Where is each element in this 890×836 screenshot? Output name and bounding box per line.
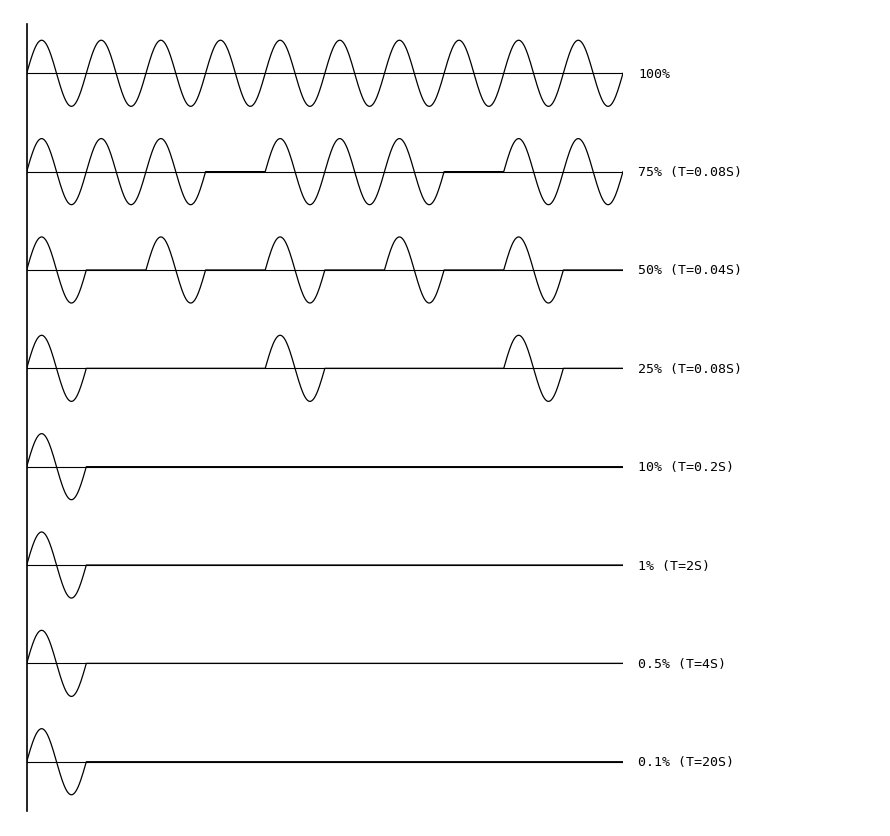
Text: 100%: 100% (638, 68, 670, 81)
Text: 50% (T=0.04S): 50% (T=0.04S) (638, 264, 742, 278)
Text: 75% (T=0.08S): 75% (T=0.08S) (638, 166, 742, 179)
Text: 1% (T=2S): 1% (T=2S) (638, 558, 710, 572)
Text: 10% (T=0.2S): 10% (T=0.2S) (638, 461, 734, 474)
Text: 25% (T=0.08S): 25% (T=0.08S) (638, 362, 742, 375)
Text: 0.5% (T=4S): 0.5% (T=4S) (638, 657, 726, 670)
Text: 0.1% (T=20S): 0.1% (T=20S) (638, 755, 734, 768)
